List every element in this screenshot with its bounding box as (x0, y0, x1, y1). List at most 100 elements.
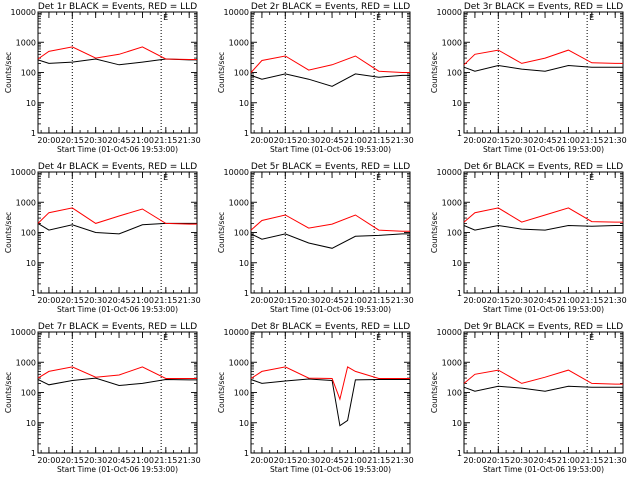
events-series-line (463, 385, 623, 392)
x-tick-label: 21:30 (391, 136, 414, 145)
x-axis-label: Start Time (01-Oct-06 19:53:00) (57, 145, 178, 154)
x-axis-label: Start Time (01-Oct-06 19:53:00) (483, 145, 604, 154)
x-tick-label: 21:30 (604, 456, 627, 465)
y-tick-label: 1000 (16, 38, 36, 47)
x-tick-label: 20:00 (37, 136, 60, 145)
x-tick-label: 20:45 (534, 296, 557, 305)
x-tick-label: 21:15 (154, 296, 177, 305)
y-axis-label: Counts/sec (430, 372, 439, 413)
y-tick-label: 1 (31, 289, 36, 298)
e-marker: E (163, 173, 168, 182)
panel-det-7r: Det 7r BLACK = Events, RED = LLD 1 10 100 10… (4, 322, 201, 474)
x-tick-label: 21:15 (580, 456, 603, 465)
x-tick-label: 21:15 (367, 136, 390, 145)
x-tick-label: 20:00 (250, 456, 273, 465)
e-marker: E (376, 13, 381, 22)
lld-series-line (250, 55, 410, 73)
plot-frame (463, 171, 624, 294)
x-tick-label: 20:15 (61, 456, 84, 465)
x-tick-label: 20:00 (463, 136, 486, 145)
y-axis-label: Counts/sec (4, 212, 13, 253)
y-tick-label: 1000 (229, 358, 249, 367)
y-tick-label: 10000 (437, 328, 462, 337)
panel-title: Det 7r BLACK = Events, RED = LLD (38, 322, 197, 332)
e-marker: E (589, 13, 594, 22)
x-tick-label: 21:15 (580, 296, 603, 305)
y-tick-label: 10 (452, 99, 462, 108)
y-axis-label: Counts/sec (430, 212, 439, 253)
x-tick-label: 20:30 (84, 456, 107, 465)
y-tick-label: 1 (31, 449, 36, 458)
panel-title: Det 3r BLACK = Events, RED = LLD (464, 2, 623, 12)
x-tick-label: 20:30 (510, 296, 533, 305)
y-tick-label: 10 (452, 259, 462, 268)
x-tick-label: 20:30 (510, 136, 533, 145)
plot-frame (463, 331, 624, 454)
panel-title: Det 5r BLACK = Events, RED = LLD (251, 162, 410, 172)
y-tick-label: 10000 (437, 168, 462, 177)
x-tick-label: 21:15 (154, 456, 177, 465)
x-tick-label: 20:45 (321, 456, 344, 465)
y-tick-label: 100 (21, 389, 36, 398)
x-tick-label: 20:00 (463, 456, 486, 465)
y-tick-label: 10000 (224, 168, 249, 177)
y-tick-label: 1 (457, 289, 462, 298)
e-marker: E (376, 173, 381, 182)
y-tick-label: 100 (234, 69, 249, 78)
y-tick-label: 1 (457, 449, 462, 458)
e-marker: E (376, 333, 381, 342)
y-tick-label: 100 (21, 229, 36, 238)
events-series-line (250, 378, 410, 427)
lld-series-line (37, 366, 197, 379)
panel-det-9r: Det 9r BLACK = Events, RED = LLD 1 10 100 10… (430, 322, 627, 474)
x-tick-label: 21:00 (131, 296, 154, 305)
y-tick-label: 1000 (229, 198, 249, 207)
x-tick-label: 20:00 (37, 456, 60, 465)
plot-frame (37, 171, 198, 294)
y-tick-label: 1000 (442, 198, 462, 207)
x-tick-label: 20:15 (61, 296, 84, 305)
x-tick-label: 21:30 (604, 296, 627, 305)
x-axis-label: Start Time (01-Oct-06 19:53:00) (57, 305, 178, 314)
y-tick-label: 10000 (224, 8, 249, 17)
panel-title: Det 9r BLACK = Events, RED = LLD (464, 322, 623, 332)
events-series-line (250, 233, 410, 249)
y-tick-label: 1000 (442, 358, 462, 367)
plot-frame (250, 331, 411, 454)
x-tick-label: 20:15 (61, 136, 84, 145)
y-tick-label: 1 (31, 129, 36, 138)
y-axis-label: Counts/sec (217, 372, 226, 413)
e-marker: E (163, 13, 168, 22)
lld-series-line (250, 214, 410, 232)
panel-det-5r: Det 5r BLACK = Events, RED = LLD 1 10 100 10… (217, 162, 414, 314)
panel-det-2r: Det 2r BLACK = Events, RED = LLD 1 10 100 10… (217, 2, 414, 154)
y-tick-label: 1 (244, 289, 249, 298)
lld-series-line (463, 49, 623, 66)
y-tick-label: 100 (447, 389, 462, 398)
x-axis-label: Start Time (01-Oct-06 19:53:00) (270, 145, 391, 154)
x-tick-label: 20:00 (250, 136, 273, 145)
x-tick-label: 20:30 (297, 456, 320, 465)
panel-title: Det 8r BLACK = Events, RED = LLD (251, 322, 410, 332)
x-tick-label: 20:45 (321, 296, 344, 305)
x-tick-label: 20:15 (274, 296, 297, 305)
x-tick-label: 21:30 (604, 136, 627, 145)
x-tick-label: 20:45 (108, 136, 131, 145)
y-tick-label: 1000 (229, 38, 249, 47)
plot-frame (463, 11, 624, 134)
x-tick-label: 20:00 (37, 296, 60, 305)
y-tick-label: 1 (457, 129, 462, 138)
x-tick-label: 20:15 (487, 296, 510, 305)
x-tick-label: 20:00 (463, 296, 486, 305)
x-tick-label: 20:30 (84, 136, 107, 145)
y-tick-label: 10000 (11, 168, 36, 177)
y-tick-label: 10 (26, 259, 36, 268)
y-tick-label: 100 (234, 229, 249, 238)
x-tick-label: 20:45 (321, 136, 344, 145)
y-axis-label: Counts/sec (4, 372, 13, 413)
panel-title: Det 6r BLACK = Events, RED = LLD (464, 162, 623, 172)
x-tick-label: 21:30 (391, 296, 414, 305)
x-axis-label: Start Time (01-Oct-06 19:53:00) (483, 305, 604, 314)
y-tick-label: 1 (244, 449, 249, 458)
x-tick-label: 21:15 (367, 456, 390, 465)
